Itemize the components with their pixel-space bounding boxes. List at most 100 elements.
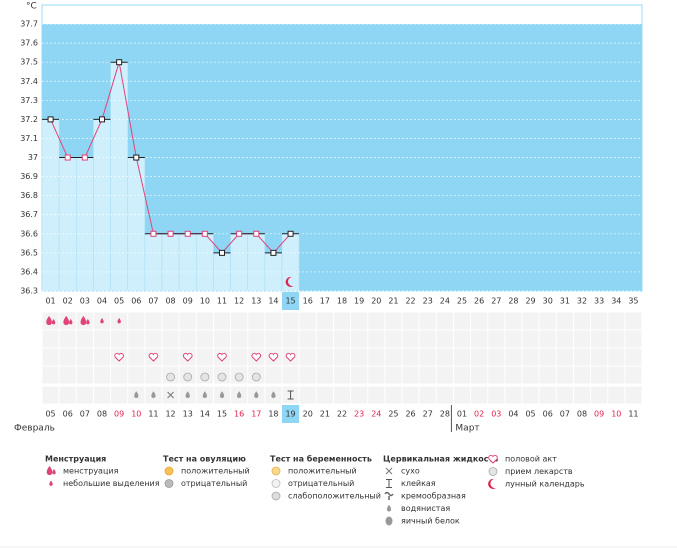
drop-icon (52, 469, 56, 475)
cell (419, 386, 436, 404)
day-symbol (219, 391, 225, 398)
x-tick-label: 08 (165, 297, 175, 306)
x-tick-label: 02 (63, 297, 73, 306)
drop-icon (202, 391, 207, 398)
legend-label: лунный календарь (505, 480, 585, 489)
date-label: 12 (165, 410, 175, 419)
cell (522, 366, 539, 384)
cell (333, 348, 351, 366)
circle-icon (217, 372, 227, 382)
cell (76, 330, 93, 348)
point (201, 230, 208, 237)
cell (402, 366, 419, 384)
day-symbol (200, 372, 210, 382)
cell (333, 366, 351, 384)
point (150, 230, 157, 237)
legend-label: прием лекарств (505, 467, 573, 476)
cell (299, 312, 316, 330)
cell (76, 386, 93, 404)
circle-icon (271, 491, 281, 501)
cell (556, 312, 573, 330)
y-tick-label: 36.3 (20, 287, 38, 296)
heart-icon (268, 352, 279, 362)
point (47, 116, 54, 123)
cell (505, 366, 522, 384)
x-tick-label: 30 (543, 297, 553, 306)
cell (333, 312, 351, 330)
cell (333, 330, 351, 348)
cell (351, 366, 368, 384)
drop-icon (117, 318, 121, 324)
cell (453, 312, 471, 330)
x-tick-label: 29 (525, 297, 535, 306)
cell (316, 366, 333, 384)
legend-item: слабоположительный (271, 491, 381, 501)
legend-item: клейкая (386, 479, 436, 488)
day-symbol (182, 352, 193, 362)
cell (368, 312, 385, 330)
cell (539, 330, 556, 348)
date-label: 21 (320, 410, 330, 419)
cell (402, 348, 419, 366)
cell (316, 386, 333, 404)
cell (436, 386, 453, 404)
cell (471, 312, 488, 330)
cell (93, 348, 111, 366)
x-tick-label: 01 (45, 297, 55, 306)
cell (59, 386, 76, 404)
cell (299, 366, 316, 384)
cell (573, 366, 591, 384)
x-tick-label: 35 (628, 297, 638, 306)
legend-item: отрицательный (271, 479, 354, 488)
cell (608, 366, 625, 384)
cell (385, 312, 402, 330)
cell (128, 348, 145, 366)
cell (385, 348, 402, 366)
cell (419, 330, 436, 348)
cell (419, 366, 436, 384)
drop-icon (86, 319, 90, 325)
date-label: 17 (251, 410, 261, 419)
day-symbol (202, 391, 207, 398)
point (99, 116, 105, 123)
day-symbol (46, 316, 56, 325)
legend-label: клейкая (401, 479, 436, 488)
cell (59, 348, 76, 366)
circle-icon (271, 466, 281, 476)
day-symbol (285, 276, 294, 287)
cell (453, 330, 471, 348)
x-tick-label: 12 (234, 297, 244, 306)
x-tick-label: 34 (611, 297, 621, 306)
cell (573, 348, 591, 366)
cell (556, 348, 573, 366)
date-label: 03 (491, 410, 501, 419)
point (270, 249, 277, 256)
cell (522, 312, 539, 330)
cell (436, 330, 453, 348)
cell (591, 348, 608, 366)
cell (265, 312, 282, 330)
circle-icon (200, 372, 210, 382)
cell (505, 312, 522, 330)
temperature-column (93, 119, 111, 292)
date-label: 11 (628, 410, 638, 419)
x-tick-label: 21 (388, 297, 398, 306)
drop-icon (63, 316, 70, 325)
current-day-box (282, 292, 300, 310)
cell (505, 348, 522, 366)
cell (351, 348, 368, 366)
cell (608, 348, 625, 366)
day-symbol (234, 372, 244, 382)
x-tick-label: 14 (268, 297, 278, 306)
cell (179, 312, 196, 330)
cross-icon (385, 467, 393, 475)
point (81, 154, 88, 161)
temperature-column (127, 157, 146, 292)
cell (608, 386, 625, 404)
day-symbol (217, 352, 227, 362)
date-label: 26 (405, 410, 415, 419)
cell (42, 386, 59, 404)
point (116, 59, 123, 66)
day-symbol (134, 391, 139, 398)
